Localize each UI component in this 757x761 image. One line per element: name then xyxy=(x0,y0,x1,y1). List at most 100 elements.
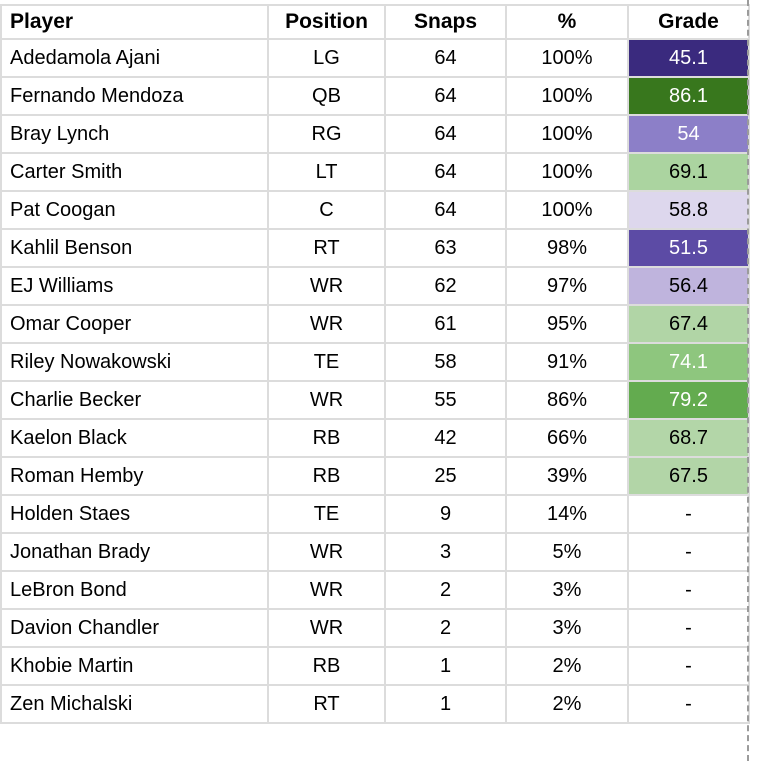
cell-player[interactable]: LeBron Bond xyxy=(0,570,269,610)
cell-grade[interactable]: 51.5 xyxy=(627,228,750,268)
cell-grade[interactable]: 69.1 xyxy=(627,152,750,192)
cell-snaps[interactable]: 64 xyxy=(384,152,507,192)
cell-position[interactable]: WR xyxy=(267,380,386,420)
cell-position[interactable]: WR xyxy=(267,304,386,344)
cell-pct[interactable]: 97% xyxy=(505,266,629,306)
cell-pct[interactable]: 2% xyxy=(505,646,629,686)
cell-position[interactable]: QB xyxy=(267,76,386,116)
cell-snaps[interactable]: 1 xyxy=(384,684,507,724)
cell-grade[interactable]: - xyxy=(627,570,750,610)
cell-player[interactable]: Bray Lynch xyxy=(0,114,269,154)
cell-position[interactable]: LG xyxy=(267,38,386,78)
cell-grade[interactable]: - xyxy=(627,532,750,572)
cell-player[interactable]: Holden Staes xyxy=(0,494,269,534)
cell-grade[interactable]: 45.1 xyxy=(627,38,750,78)
cell-player[interactable]: Kahlil Benson xyxy=(0,228,269,268)
header-grade[interactable]: Grade xyxy=(627,4,750,40)
cell-pct[interactable]: 100% xyxy=(505,76,629,116)
cell-snaps[interactable]: 63 xyxy=(384,228,507,268)
cell-grade[interactable]: 67.4 xyxy=(627,304,750,344)
cell-player[interactable]: Roman Hemby xyxy=(0,456,269,496)
cell-position[interactable]: RB xyxy=(267,418,386,458)
table-row: Jonathan Brady WR 3 5% - xyxy=(0,532,750,572)
cell-pct[interactable]: 100% xyxy=(505,190,629,230)
cell-position[interactable]: TE xyxy=(267,342,386,382)
cell-player[interactable]: Riley Nowakowski xyxy=(0,342,269,382)
cell-position[interactable]: RT xyxy=(267,684,386,724)
header-pct[interactable]: % xyxy=(505,4,629,40)
cell-pct[interactable]: 5% xyxy=(505,532,629,572)
cell-position[interactable]: RT xyxy=(267,228,386,268)
cell-pct[interactable]: 91% xyxy=(505,342,629,382)
cell-pct[interactable]: 2% xyxy=(505,684,629,724)
cell-position[interactable]: RB xyxy=(267,456,386,496)
cell-position[interactable]: WR xyxy=(267,570,386,610)
cell-snaps[interactable]: 64 xyxy=(384,76,507,116)
cell-snaps[interactable]: 55 xyxy=(384,380,507,420)
cell-player[interactable]: Fernando Mendoza xyxy=(0,76,269,116)
header-position[interactable]: Position xyxy=(267,4,386,40)
cell-player[interactable]: Pat Coogan xyxy=(0,190,269,230)
cell-snaps[interactable]: 2 xyxy=(384,608,507,648)
cell-grade[interactable]: 58.8 xyxy=(627,190,750,230)
cell-pct[interactable]: 100% xyxy=(505,114,629,154)
table-row: Omar Cooper WR 61 95% 67.4 xyxy=(0,304,750,344)
table-row: Zen Michalski RT 1 2% - xyxy=(0,684,750,724)
cell-snaps[interactable]: 64 xyxy=(384,190,507,230)
cell-snaps[interactable]: 58 xyxy=(384,342,507,382)
cell-grade[interactable]: 54 xyxy=(627,114,750,154)
cell-position[interactable]: C xyxy=(267,190,386,230)
cell-position[interactable]: WR xyxy=(267,266,386,306)
cell-position[interactable]: WR xyxy=(267,608,386,648)
cell-snaps[interactable]: 42 xyxy=(384,418,507,458)
cell-player[interactable]: Carter Smith xyxy=(0,152,269,192)
cell-grade[interactable]: - xyxy=(627,608,750,648)
cell-player[interactable]: Jonathan Brady xyxy=(0,532,269,572)
cell-grade[interactable]: 74.1 xyxy=(627,342,750,382)
cell-player[interactable]: Zen Michalski xyxy=(0,684,269,724)
header-player[interactable]: Player xyxy=(0,4,269,40)
table-row: LeBron Bond WR 2 3% - xyxy=(0,570,750,610)
cell-grade[interactable]: 86.1 xyxy=(627,76,750,116)
header-snaps[interactable]: Snaps xyxy=(384,4,507,40)
table-row: Roman Hemby RB 25 39% 67.5 xyxy=(0,456,750,496)
cell-grade[interactable]: - xyxy=(627,646,750,686)
cell-position[interactable]: LT xyxy=(267,152,386,192)
cell-pct[interactable]: 14% xyxy=(505,494,629,534)
cell-snaps[interactable]: 3 xyxy=(384,532,507,572)
cell-player[interactable]: Khobie Martin xyxy=(0,646,269,686)
cell-snaps[interactable]: 62 xyxy=(384,266,507,306)
cell-snaps[interactable]: 1 xyxy=(384,646,507,686)
cell-grade[interactable]: - xyxy=(627,494,750,534)
cell-player[interactable]: Charlie Becker xyxy=(0,380,269,420)
cell-pct[interactable]: 100% xyxy=(505,152,629,192)
cell-position[interactable]: WR xyxy=(267,532,386,572)
cell-grade[interactable]: 79.2 xyxy=(627,380,750,420)
cell-player[interactable]: EJ Williams xyxy=(0,266,269,306)
cell-pct[interactable]: 100% xyxy=(505,38,629,78)
cell-player[interactable]: Davion Chandler xyxy=(0,608,269,648)
cell-pct[interactable]: 3% xyxy=(505,570,629,610)
cell-grade[interactable]: 67.5 xyxy=(627,456,750,496)
cell-player[interactable]: Omar Cooper xyxy=(0,304,269,344)
cell-snaps[interactable]: 25 xyxy=(384,456,507,496)
cell-pct[interactable]: 95% xyxy=(505,304,629,344)
cell-pct[interactable]: 39% xyxy=(505,456,629,496)
cell-snaps[interactable]: 61 xyxy=(384,304,507,344)
cell-player[interactable]: Kaelon Black xyxy=(0,418,269,458)
cell-pct[interactable]: 3% xyxy=(505,608,629,648)
cell-grade[interactable]: - xyxy=(627,684,750,724)
cell-snaps[interactable]: 64 xyxy=(384,114,507,154)
cell-position[interactable]: RB xyxy=(267,646,386,686)
cell-pct[interactable]: 98% xyxy=(505,228,629,268)
cell-grade[interactable]: 56.4 xyxy=(627,266,750,306)
cell-snaps[interactable]: 2 xyxy=(384,570,507,610)
cell-snaps[interactable]: 64 xyxy=(384,38,507,78)
cell-position[interactable]: TE xyxy=(267,494,386,534)
cell-pct[interactable]: 86% xyxy=(505,380,629,420)
cell-player[interactable]: Adedamola Ajani xyxy=(0,38,269,78)
cell-grade[interactable]: 68.7 xyxy=(627,418,750,458)
cell-snaps[interactable]: 9 xyxy=(384,494,507,534)
cell-position[interactable]: RG xyxy=(267,114,386,154)
cell-pct[interactable]: 66% xyxy=(505,418,629,458)
